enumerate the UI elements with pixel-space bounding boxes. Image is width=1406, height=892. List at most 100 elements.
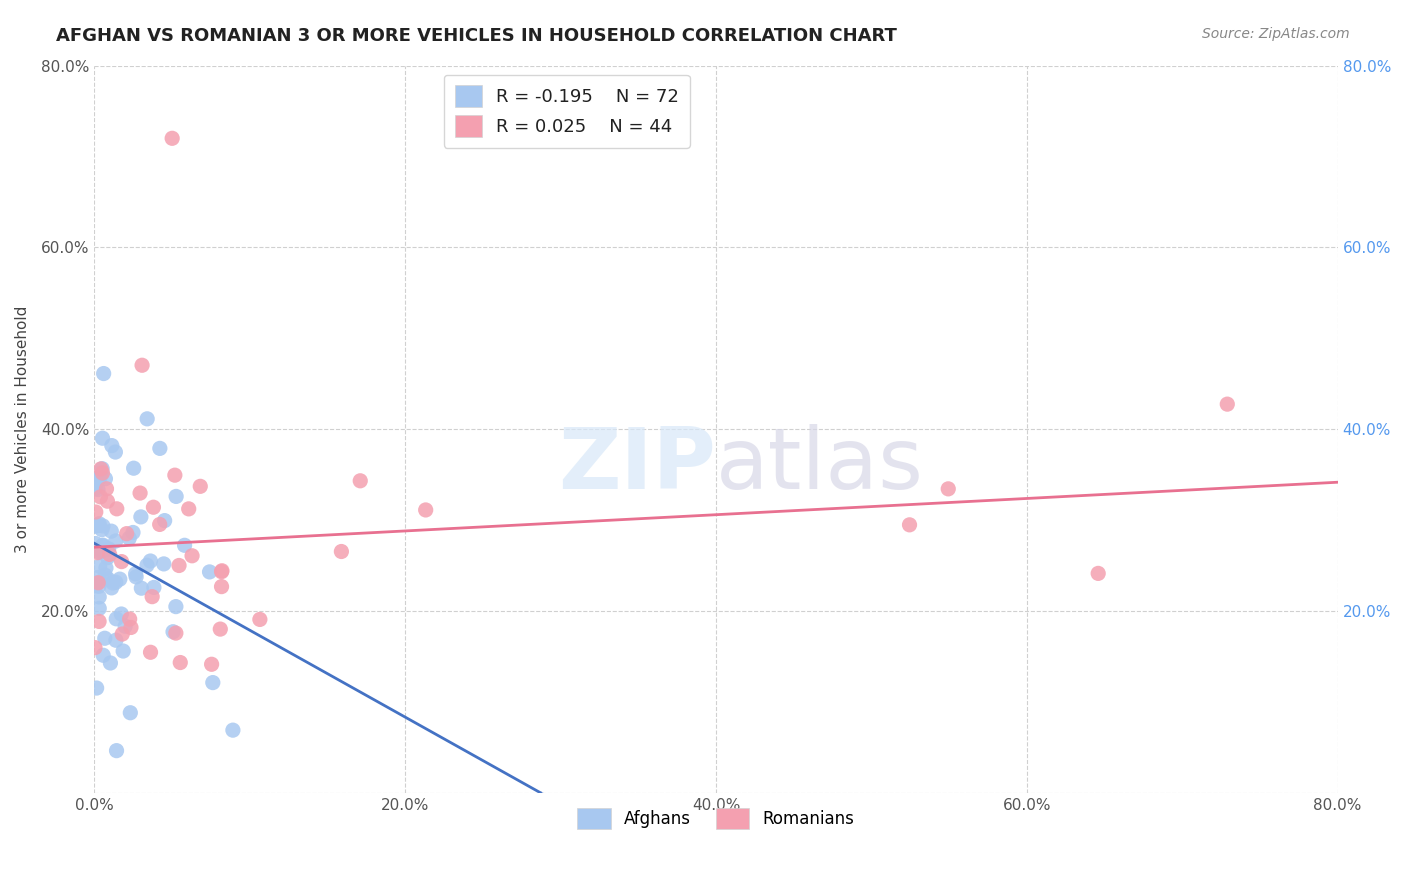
Romanians xyxy=(84,505,107,519)
Afghans xyxy=(97,550,120,565)
Afghans xyxy=(97,572,120,586)
Romanians xyxy=(115,526,138,541)
Romanians xyxy=(167,558,190,573)
Text: Source: ZipAtlas.com: Source: ZipAtlas.com xyxy=(1202,27,1350,41)
Afghans xyxy=(108,572,131,586)
Afghans xyxy=(120,706,142,720)
Afghans xyxy=(104,575,127,590)
Afghans xyxy=(122,461,145,475)
Afghans xyxy=(100,656,122,670)
Legend: Afghans, Romanians: Afghans, Romanians xyxy=(571,802,862,835)
Romanians xyxy=(142,500,165,515)
Afghans xyxy=(222,723,245,738)
Afghans xyxy=(86,681,108,695)
Romanians xyxy=(118,612,141,626)
Romanians xyxy=(91,466,114,480)
Romanians xyxy=(1087,566,1109,581)
Afghans xyxy=(89,545,111,559)
Afghans xyxy=(87,579,110,593)
Afghans xyxy=(122,525,145,540)
Afghans xyxy=(94,632,117,646)
Text: ZIP: ZIP xyxy=(558,424,716,507)
Afghans xyxy=(84,576,107,591)
Romanians xyxy=(349,474,371,488)
Romanians xyxy=(141,590,163,604)
Romanians xyxy=(96,494,118,508)
Romanians xyxy=(96,482,118,496)
Afghans xyxy=(84,475,107,489)
Romanians xyxy=(89,490,111,504)
Afghans xyxy=(84,482,107,496)
Afghans xyxy=(100,524,122,538)
Afghans xyxy=(89,601,111,615)
Afghans xyxy=(139,554,162,568)
Afghans xyxy=(94,568,117,582)
Afghans xyxy=(201,675,224,690)
Romanians xyxy=(177,501,200,516)
Afghans xyxy=(131,581,153,595)
Afghans xyxy=(104,445,127,459)
Afghans xyxy=(94,561,117,575)
Afghans xyxy=(112,644,135,658)
Afghans xyxy=(91,648,114,663)
Romanians xyxy=(249,612,271,626)
Romanians xyxy=(131,358,153,372)
Romanians xyxy=(211,580,233,594)
Afghans xyxy=(97,541,120,556)
Romanians xyxy=(87,615,110,629)
Romanians xyxy=(111,627,134,641)
Romanians xyxy=(188,479,211,493)
Afghans xyxy=(90,523,112,537)
Romanians xyxy=(1216,397,1239,411)
Afghans xyxy=(114,619,136,633)
Afghans xyxy=(87,518,110,533)
Romanians xyxy=(90,462,112,476)
Romanians xyxy=(165,626,187,640)
Romanians xyxy=(936,482,959,496)
Romanians xyxy=(87,575,110,590)
Afghans xyxy=(152,557,174,571)
Afghans xyxy=(89,559,111,574)
Afghans xyxy=(125,570,148,584)
Afghans xyxy=(89,470,111,484)
Afghans xyxy=(91,461,114,475)
Text: AFGHAN VS ROMANIAN 3 OR MORE VEHICLES IN HOUSEHOLD CORRELATION CHART: AFGHAN VS ROMANIAN 3 OR MORE VEHICLES IN… xyxy=(56,27,897,45)
Romanians xyxy=(211,564,233,578)
Afghans xyxy=(198,565,221,579)
Romanians xyxy=(169,656,191,670)
Romanians xyxy=(139,645,162,659)
Romanians xyxy=(149,517,172,532)
Afghans xyxy=(136,558,159,573)
Romanians xyxy=(98,548,121,562)
Afghans xyxy=(162,624,184,639)
Afghans xyxy=(153,514,176,528)
Afghans xyxy=(84,536,107,550)
Romanians xyxy=(898,517,921,532)
Afghans xyxy=(84,519,107,533)
Romanians xyxy=(160,131,183,145)
Romanians xyxy=(209,622,232,636)
Text: atlas: atlas xyxy=(716,424,924,507)
Afghans xyxy=(118,531,141,545)
Afghans xyxy=(100,581,122,595)
Romanians xyxy=(211,565,233,579)
Afghans xyxy=(91,538,114,552)
Romanians xyxy=(84,640,107,655)
Afghans xyxy=(101,576,124,591)
Romanians xyxy=(201,657,224,672)
Romanians xyxy=(86,546,108,560)
Afghans xyxy=(124,566,146,581)
Afghans xyxy=(94,472,117,486)
Afghans xyxy=(136,412,159,426)
Romanians xyxy=(110,555,132,569)
Romanians xyxy=(181,549,204,563)
Romanians xyxy=(129,486,152,500)
Afghans xyxy=(87,472,110,486)
Afghans xyxy=(87,483,110,497)
Y-axis label: 3 or more Vehicles in Household: 3 or more Vehicles in Household xyxy=(15,305,30,553)
Afghans xyxy=(173,538,195,552)
Afghans xyxy=(165,599,187,614)
Romanians xyxy=(120,620,142,634)
Afghans xyxy=(149,442,172,456)
Afghans xyxy=(104,533,127,548)
